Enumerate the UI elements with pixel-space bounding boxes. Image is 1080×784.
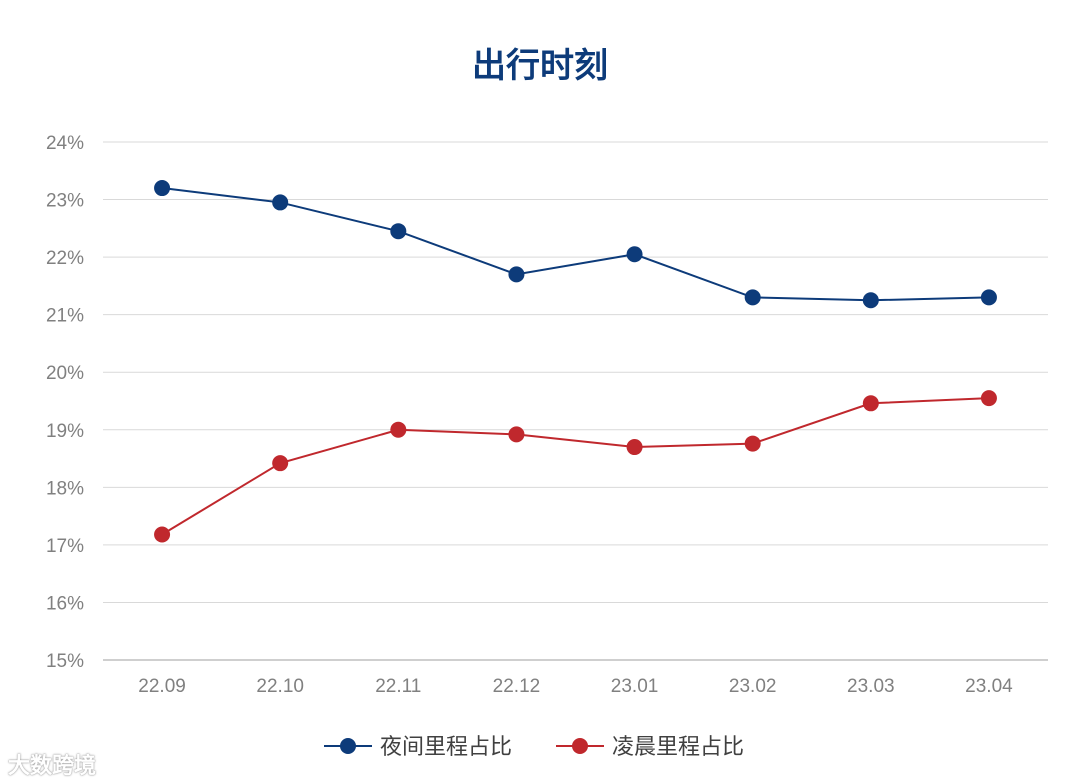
data-point bbox=[744, 289, 761, 306]
legend-dot-marker bbox=[572, 738, 588, 754]
data-point bbox=[626, 439, 643, 456]
x-tick-label: 22.09 bbox=[138, 676, 186, 697]
x-tick-label: 22.10 bbox=[256, 676, 304, 697]
series-2 bbox=[154, 390, 997, 543]
y-tick-label: 17% bbox=[46, 536, 84, 557]
x-axis-ticks: 22.09 22.10 22.11 22.12 23.01 23.02 23.03 23.04 bbox=[138, 676, 1013, 697]
data-point bbox=[744, 435, 761, 452]
data-point bbox=[980, 289, 997, 306]
series-1 bbox=[154, 180, 997, 309]
x-tick-label: 23.03 bbox=[847, 676, 895, 697]
y-tick-label: 24% bbox=[46, 133, 84, 154]
y-tick-label: 23% bbox=[46, 191, 84, 212]
legend-label: 夜间里程占比 bbox=[380, 735, 512, 760]
series-line bbox=[161, 187, 989, 302]
legend-item: 夜间里程占比 bbox=[324, 735, 512, 760]
y-tick-label: 20% bbox=[46, 363, 84, 384]
data-point bbox=[272, 194, 289, 211]
data-point bbox=[390, 421, 407, 438]
x-tick-label: 23.04 bbox=[965, 676, 1013, 697]
data-point bbox=[626, 246, 643, 263]
data-point bbox=[154, 526, 171, 543]
data-point bbox=[272, 455, 289, 472]
data-point bbox=[862, 395, 879, 412]
legend-item: 凌晨里程占比 bbox=[556, 735, 744, 760]
x-tick-label: 23.01 bbox=[611, 676, 659, 697]
data-point bbox=[154, 180, 171, 197]
x-tick-label: 22.11 bbox=[375, 676, 421, 697]
data-point bbox=[862, 292, 879, 309]
watermark-logo: 大数跨境 bbox=[8, 754, 97, 779]
data-point bbox=[980, 390, 997, 407]
data-point bbox=[508, 266, 525, 283]
legend-label: 凌晨里程占比 bbox=[612, 735, 744, 760]
data-point bbox=[508, 426, 525, 443]
y-tick-label: 15% bbox=[46, 651, 84, 672]
x-tick-label: 23.02 bbox=[729, 676, 777, 697]
series-line bbox=[161, 397, 989, 536]
y-tick-label: 21% bbox=[46, 306, 84, 327]
y-tick-label: 16% bbox=[46, 593, 84, 614]
legend-dot-marker bbox=[340, 738, 356, 754]
x-tick-label: 22.12 bbox=[493, 676, 541, 697]
y-axis-ticks: 15% 16% 17% 18% 19% 20% 21% 22% 23% 24% bbox=[46, 133, 84, 672]
chart-title: 出行时刻 bbox=[472, 46, 608, 86]
legend: 夜间里程占比 凌晨里程占比 bbox=[324, 735, 744, 760]
y-tick-label: 18% bbox=[46, 478, 84, 499]
series-layer bbox=[154, 180, 997, 543]
y-tick-label: 19% bbox=[46, 421, 84, 442]
data-point bbox=[390, 223, 407, 240]
y-tick-label: 22% bbox=[46, 248, 84, 269]
